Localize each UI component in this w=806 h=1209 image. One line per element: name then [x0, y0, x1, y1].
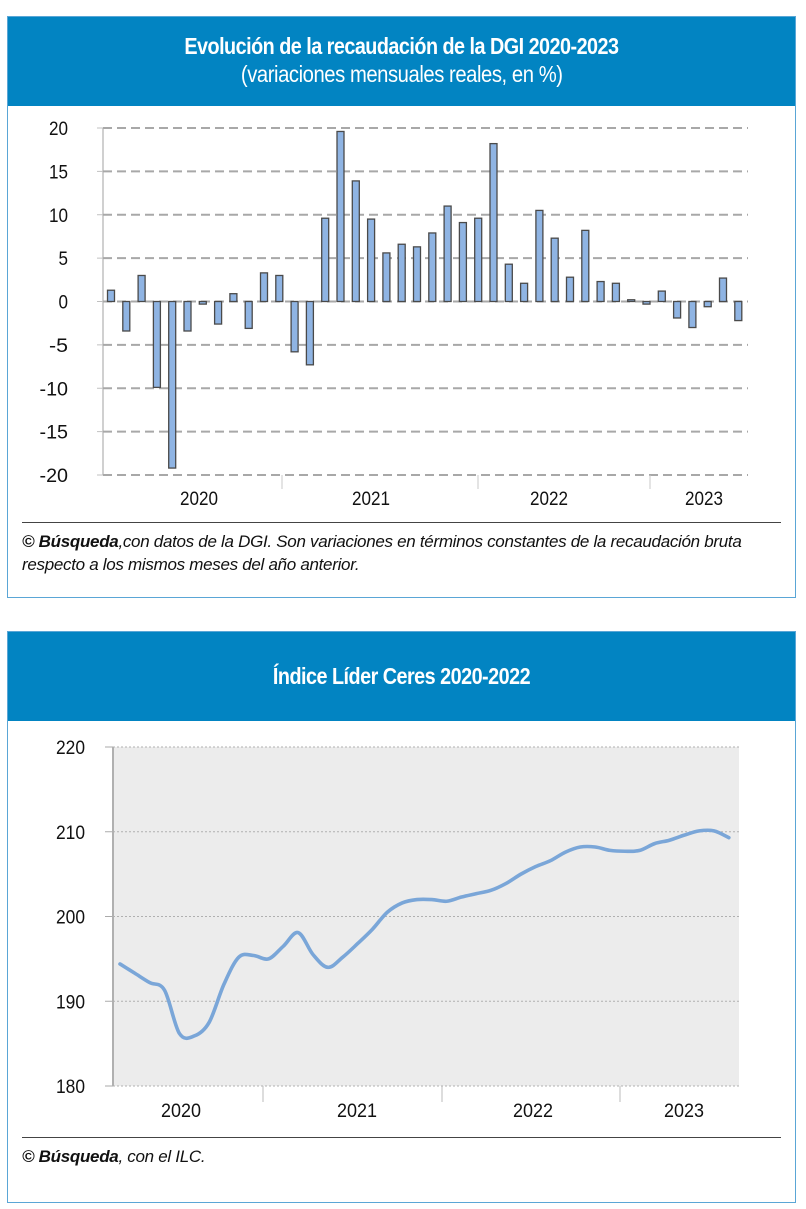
bar-2022-12 [642, 300, 651, 305]
x-tick-label-2023: 2023 [664, 1101, 704, 1122]
bar-2021-01 [290, 300, 299, 353]
x-tick-label-2022: 2022 [530, 489, 568, 510]
bar-2022-01 [474, 217, 483, 303]
y-tick-label: 200 [56, 908, 85, 929]
bar-2020-12 [275, 274, 284, 303]
bar-2020-06 [183, 300, 192, 332]
bar-2023-01 [657, 290, 666, 303]
dgi-chart-subtitle: (variaciones mensuales reales, en %) [240, 61, 563, 87]
bar-2020-07 [198, 300, 207, 305]
bar-2021-06 [366, 218, 376, 303]
bar-2020-04 [152, 300, 162, 389]
bar-2022-03 [504, 263, 513, 303]
bar-2022-07 [565, 276, 575, 303]
y-tick-label: 180 [56, 1077, 85, 1098]
bar-2020-02 [122, 300, 131, 332]
bar-2023-03 [688, 300, 697, 329]
y-tick-label: 20 [49, 119, 68, 140]
bar-2021-04 [336, 130, 345, 303]
dgi-chart-panel: Evolución de la recaudación de la DGI 20… [7, 16, 796, 598]
x-tick-label-2022: 2022 [513, 1101, 553, 1122]
y-tick-label: 5 [59, 249, 69, 270]
footer-text: ,con datos de la DGI. Son variaciones en… [22, 532, 742, 574]
bar-2021-10 [428, 232, 437, 303]
y-tick-label: -20 [40, 466, 69, 487]
y-tick-label: -5 [49, 336, 68, 357]
footer-brand: © Búsqueda [22, 532, 119, 551]
bar-2021-02 [305, 300, 315, 366]
ceres-chart-title: Índice Líder Ceres 2020-2022 [272, 663, 531, 689]
bar-2021-07 [382, 252, 391, 303]
x-tick-label-2023: 2023 [685, 489, 723, 510]
bar-2021-09 [412, 246, 422, 303]
bar-2022-11 [627, 299, 636, 303]
ceres-line-chart: 220 210 200 190 180 2020 2021 2022 2023 [56, 738, 739, 1122]
bar-2021-12 [458, 221, 468, 303]
bar-2020-10 [244, 300, 253, 330]
y-tick-label: 220 [56, 738, 85, 759]
y-tick-label: -10 [40, 379, 69, 400]
ilc-series-line [118, 828, 731, 1041]
footer-brand: © Búsqueda [22, 1147, 119, 1166]
bar-2022-10 [611, 282, 621, 303]
bar-2022-06 [550, 237, 559, 303]
bar-2023-02 [672, 300, 682, 319]
y-tick-label: 210 [56, 823, 85, 844]
bar-2021-05 [351, 180, 360, 303]
bar-2023-06 [734, 300, 743, 322]
x-tick-label-2021: 2021 [337, 1101, 377, 1122]
bar-2022-02 [489, 142, 498, 303]
x-tick-label-2020: 2020 [161, 1101, 201, 1122]
y-tick-label: 190 [56, 992, 85, 1013]
bar-2020-11 [259, 272, 269, 303]
bar-2020-08 [213, 300, 223, 325]
x-tick-label-2021: 2021 [352, 489, 390, 510]
dgi-chart-footer: © Búsqueda,con datos de la DGI. Son vari… [22, 522, 781, 576]
y-tick-label: -15 [40, 423, 69, 444]
bar-2022-04 [519, 282, 529, 303]
y-tick-label: 0 [59, 293, 69, 314]
bar-2022-08 [581, 229, 590, 303]
bar-2021-11 [443, 205, 452, 303]
x-tick-label-2020: 2020 [180, 489, 218, 510]
footer-text: , con el ILC. [118, 1147, 206, 1166]
y-tick-label: 15 [49, 162, 68, 183]
bar-2020-03 [137, 274, 146, 303]
ceres-chart-header: Índice Líder Ceres 2020-2022 [8, 632, 795, 721]
bar-2023-04 [703, 300, 712, 308]
bar-2020-01 [106, 289, 116, 303]
bar-2021-08 [397, 243, 406, 303]
ceres-chart-footer: © Búsqueda, con el ILC. [22, 1137, 781, 1168]
bar-2023-05 [718, 277, 728, 303]
ceres-chart-panel: Índice Líder Ceres 2020-2022 220 210 200 19… [7, 631, 796, 1203]
dgi-bar-chart: 20 15 10 5 0 -5 -10 -15 -20 2020 2021 2022 2023 [40, 119, 748, 510]
bar-2020-05 [168, 300, 177, 469]
dgi-chart-title: Evolución de la recaudación de la DGI 20… [184, 33, 619, 59]
bar-2021-03 [321, 217, 330, 303]
dgi-chart-header: Evolución de la recaudación de la DGI 20… [8, 17, 795, 106]
y-tick-label: 10 [49, 206, 68, 227]
bar-2022-09 [596, 280, 605, 303]
bar-2020-09 [229, 293, 238, 303]
bar-2022-05 [535, 209, 544, 303]
